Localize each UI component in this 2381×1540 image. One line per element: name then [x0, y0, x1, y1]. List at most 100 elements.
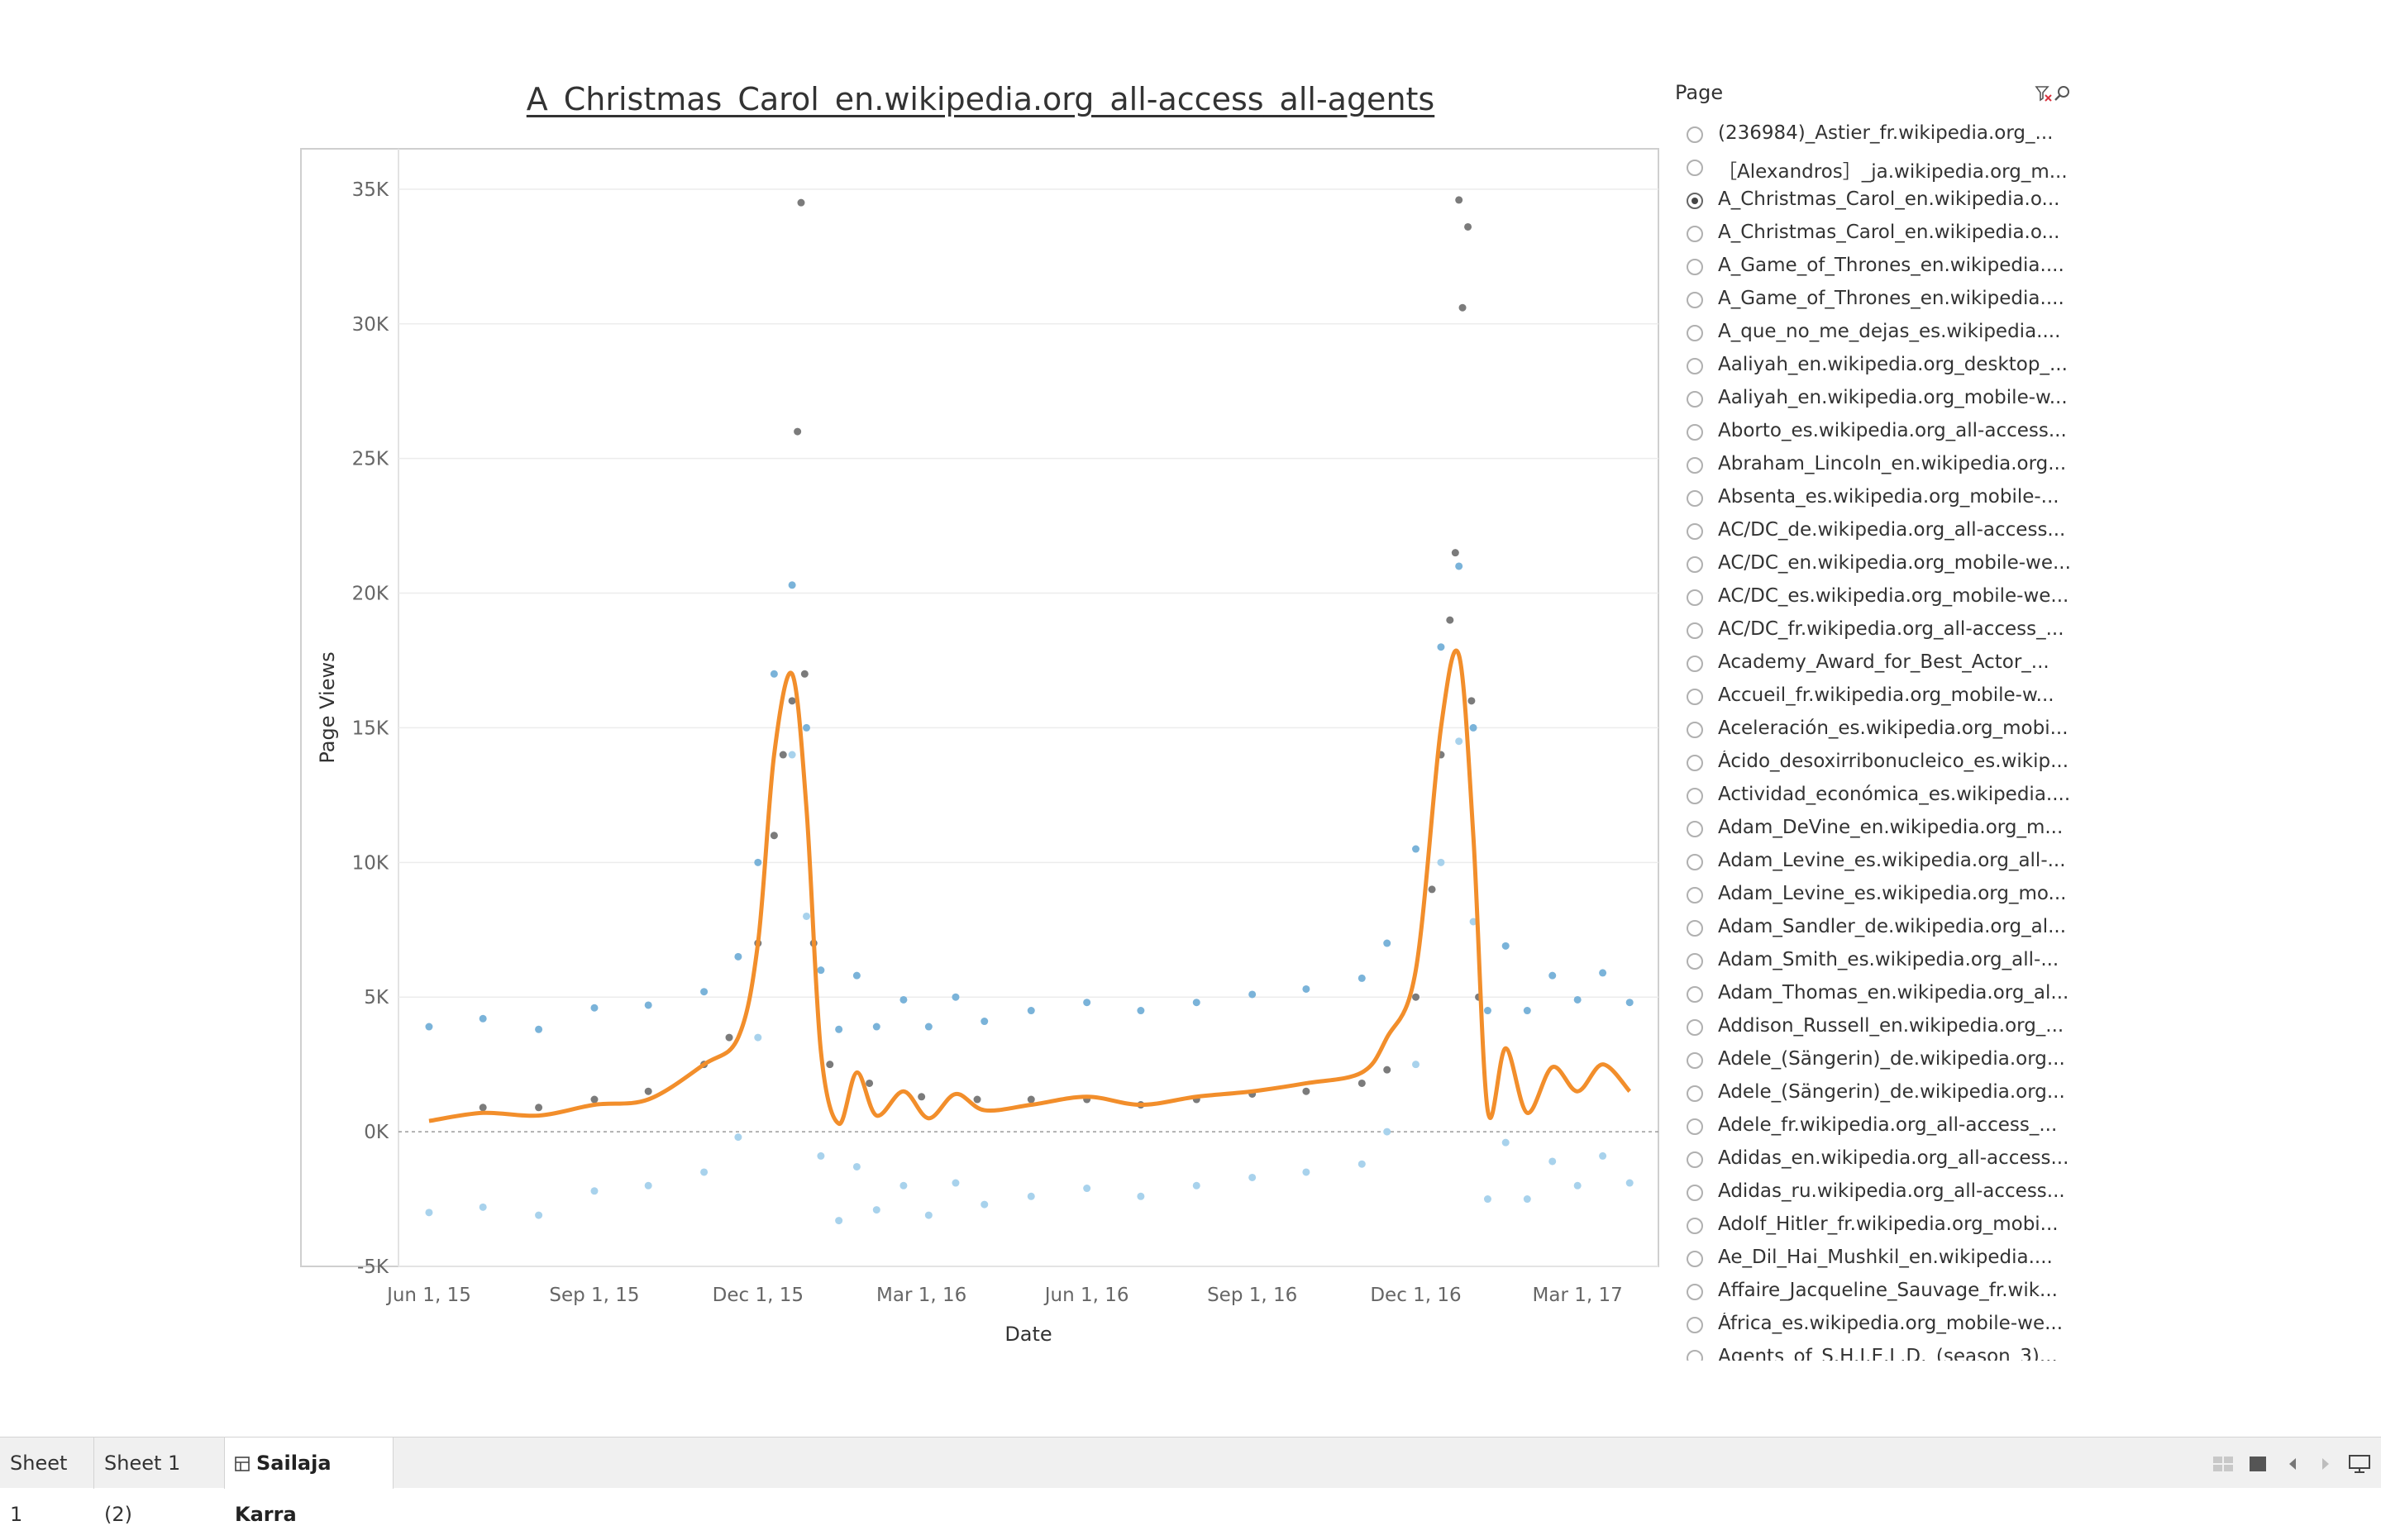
filter-item[interactable]: Aaliyah_en.wikipedia.org_mobile-w...	[1662, 384, 2075, 417]
radio-button[interactable]	[1687, 325, 1703, 341]
radio-button[interactable]	[1687, 424, 1703, 441]
filter-item[interactable]: Adam_Thomas_en.wikipedia.org_al...	[1662, 979, 2075, 1012]
search-icon[interactable]	[2054, 84, 2072, 103]
actual-point	[1455, 196, 1463, 204]
radio-button[interactable]	[1687, 622, 1703, 639]
radio-button[interactable]	[1687, 986, 1703, 1003]
radio-button[interactable]	[1687, 292, 1703, 308]
radio-button[interactable]	[1687, 1350, 1703, 1361]
radio-button[interactable]	[1687, 1052, 1703, 1069]
radio-button[interactable]	[1687, 656, 1703, 672]
radio-button[interactable]	[1687, 523, 1703, 540]
chart-title[interactable]: A_Christmas_Carol_en.wikipedia.org_all-a…	[526, 81, 1435, 117]
filter-item[interactable]: A_Game_of_Thrones_en.wikipedia....	[1662, 251, 2075, 284]
radio-button[interactable]	[1687, 1251, 1703, 1267]
filter-item[interactable]: Aaliyah_en.wikipedia.org_desktop_...	[1662, 350, 2075, 384]
radio-button[interactable]	[1687, 821, 1703, 837]
filter-item[interactable]: Affaire_Jacqueline_Sauvage_fr.wik...	[1662, 1276, 2075, 1309]
radio-button[interactable]	[1687, 755, 1703, 771]
presentation-mode-icon[interactable]	[2348, 1454, 2371, 1474]
radio-button[interactable]	[1687, 1151, 1703, 1168]
previous-icon[interactable]	[2287, 1457, 2298, 1471]
filter-item[interactable]: Abraham_Lincoln_en.wikipedia.org...	[1662, 450, 2075, 483]
radio-button[interactable]	[1687, 953, 1703, 970]
radio-button[interactable]	[1687, 160, 1703, 176]
filter-list[interactable]: (236984)_Astier_fr.wikipedia.org_... ［Ale…	[1662, 119, 2075, 1361]
radio-button[interactable]	[1687, 1218, 1703, 1234]
radio-button[interactable]	[1687, 788, 1703, 804]
filter-item[interactable]: África_es.wikipedia.org_mobile-we...	[1662, 1309, 2075, 1342]
radio-button[interactable]	[1687, 556, 1703, 573]
upper-point	[644, 1001, 652, 1009]
filter-item[interactable]: ［Alexandros］_ja.wikipedia.org_m...	[1662, 152, 2075, 185]
filter-item[interactable]: A_que_no_me_dejas_es.wikipedia....	[1662, 317, 2075, 350]
filter-item[interactable]: A_Christmas_Carol_en.wikipedia.o...	[1662, 185, 2075, 218]
filter-item[interactable]: Adam_Levine_es.wikipedia.org_mo...	[1662, 880, 2075, 913]
filter-item[interactable]: Adidas_ru.wikipedia.org_all-access...	[1662, 1177, 2075, 1210]
radio-button[interactable]	[1687, 457, 1703, 474]
y-tick-label: -5K	[357, 1256, 389, 1278]
filter-item[interactable]: Adam_Smith_es.wikipedia.org_all-...	[1662, 946, 2075, 979]
filter-item[interactable]: Absenta_es.wikipedia.org_mobile-...	[1662, 483, 2075, 516]
actual-point	[973, 1095, 981, 1104]
filter-item[interactable]: Adolf_Hitler_fr.wikipedia.org_mobi...	[1662, 1210, 2075, 1243]
radio-button[interactable]	[1687, 1118, 1703, 1135]
radio-button[interactable]	[1687, 490, 1703, 507]
upper-point	[1501, 942, 1510, 950]
filter-item[interactable]: Addison_Russell_en.wikipedia.org_...	[1662, 1012, 2075, 1045]
upper-point	[835, 1025, 843, 1033]
filter-item[interactable]: (236984)_Astier_fr.wikipedia.org_...	[1662, 119, 2075, 152]
radio-button[interactable]	[1687, 854, 1703, 870]
filter-item[interactable]: AC/DC_en.wikipedia.org_mobile-we...	[1662, 549, 2075, 582]
filter-item[interactable]: A_Game_of_Thrones_en.wikipedia....	[1662, 284, 2075, 317]
radio-button[interactable]	[1687, 259, 1703, 275]
filter-item-label: AC/DC_es.wikipedia.org_mobile-we...	[1718, 585, 2069, 607]
radio-button[interactable]	[1687, 1284, 1703, 1300]
filter-item[interactable]: Agents_of_S.H.I.E.L.D._(season_3)...	[1662, 1342, 2075, 1361]
filter-item[interactable]: Adam_DeVine_en.wikipedia.org_m...	[1662, 813, 2075, 846]
tab-sheet-1[interactable]: Sheet 1	[0, 1437, 94, 1526]
radio-button[interactable]	[1687, 722, 1703, 738]
radio-button[interactable]	[1687, 689, 1703, 705]
filter-item[interactable]: AC/DC_de.wikipedia.org_all-access...	[1662, 516, 2075, 549]
filter-item[interactable]: AC/DC_fr.wikipedia.org_all-access_...	[1662, 615, 2075, 648]
radio-button[interactable]	[1687, 126, 1703, 143]
filter-item[interactable]: AC/DC_es.wikipedia.org_mobile-we...	[1662, 582, 2075, 615]
radio-button[interactable]	[1687, 589, 1703, 606]
visualization-area: A_Christmas_Carol_en.wikipedia.org_all-a…	[300, 81, 2075, 1361]
radio-button[interactable]	[1687, 193, 1703, 209]
radio-button[interactable]	[1687, 1317, 1703, 1333]
tab-sailaja-karra[interactable]: Sailaja Karra	[225, 1437, 394, 1526]
filter-item[interactable]: Adele_(Sängerin)_de.wikipedia.org...	[1662, 1078, 2075, 1111]
lower-point	[872, 1206, 880, 1214]
filter-item[interactable]: Adam_Levine_es.wikipedia.org_all-...	[1662, 846, 2075, 880]
filter-item[interactable]: Academy_Award_for_Best_Actor_...	[1662, 648, 2075, 681]
single-view-icon[interactable]	[2249, 1456, 2267, 1472]
next-icon[interactable]	[2320, 1457, 2331, 1471]
tab-sheet-1-2[interactable]: Sheet 1 (2)	[94, 1437, 225, 1526]
radio-button[interactable]	[1687, 391, 1703, 408]
radio-button[interactable]	[1687, 920, 1703, 937]
filter-item[interactable]: Actividad_económica_es.wikipedia....	[1662, 780, 2075, 813]
grid-view-icon[interactable]	[2212, 1456, 2234, 1472]
radio-button[interactable]	[1687, 887, 1703, 903]
filter-item[interactable]: Accueil_fr.wikipedia.org_mobile-w...	[1662, 681, 2075, 714]
filter-item[interactable]: Ácido_desoxirribonucleico_es.wikip...	[1662, 747, 2075, 780]
clear-filter-icon[interactable]	[2035, 84, 2053, 103]
filter-item-label: Adam_DeVine_en.wikipedia.org_m...	[1718, 817, 2064, 838]
filter-item[interactable]: Aborto_es.wikipedia.org_all-access...	[1662, 417, 2075, 450]
radio-button[interactable]	[1687, 1185, 1703, 1201]
filter-item[interactable]: Adidas_en.wikipedia.org_all-access...	[1662, 1144, 2075, 1177]
filter-item[interactable]: Adele_fr.wikipedia.org_all-access_...	[1662, 1111, 2075, 1144]
radio-button[interactable]	[1687, 1085, 1703, 1102]
filter-item[interactable]: Adele_(Sängerin)_de.wikipedia.org...	[1662, 1045, 2075, 1078]
upper-point	[1469, 723, 1477, 732]
radio-button[interactable]	[1687, 1019, 1703, 1036]
filter-item[interactable]: Ae_Dil_Hai_Mushkil_en.wikipedia....	[1662, 1243, 2075, 1276]
filter-item-label: A_Game_of_Thrones_en.wikipedia....	[1718, 255, 2064, 276]
filter-item[interactable]: Aceleración_es.wikipedia.org_mobi...	[1662, 714, 2075, 747]
radio-button[interactable]	[1687, 226, 1703, 242]
radio-button[interactable]	[1687, 358, 1703, 374]
filter-item[interactable]: A_Christmas_Carol_en.wikipedia.o...	[1662, 218, 2075, 251]
filter-item[interactable]: Adam_Sandler_de.wikipedia.org_al...	[1662, 913, 2075, 946]
